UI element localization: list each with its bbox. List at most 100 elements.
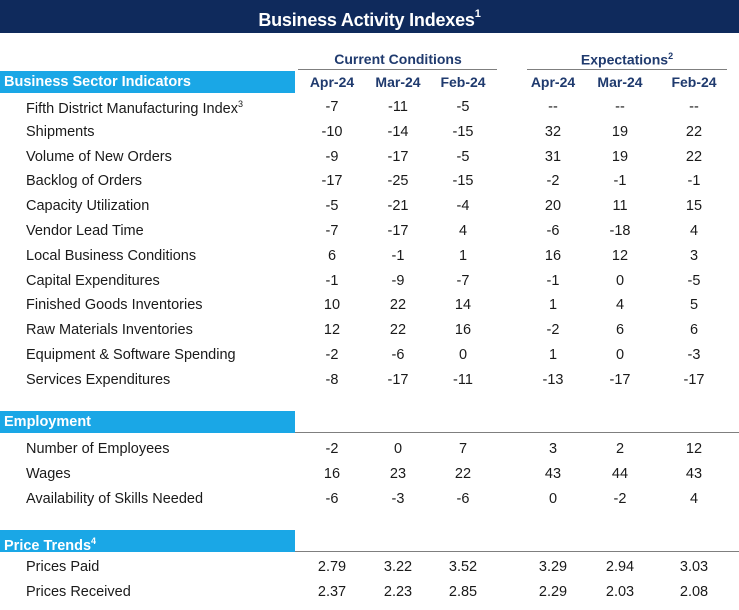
table-cell: 16 xyxy=(544,248,562,264)
table-cell: 10 xyxy=(323,297,341,313)
row-label: Local Business Conditions xyxy=(26,248,197,264)
table-row: Local Business Conditions 6 -1 1 16 12 3 xyxy=(0,248,739,268)
table-cell: 2.23 xyxy=(383,584,413,600)
table-cell: -2 xyxy=(613,491,627,507)
table-cell: 3.52 xyxy=(448,559,478,575)
table-cell: -5 xyxy=(687,273,701,289)
table-cell: 22 xyxy=(454,466,472,482)
table-cell: 3.22 xyxy=(383,559,413,575)
table-cell: 23 xyxy=(389,466,407,482)
table-cell: -15 xyxy=(452,173,474,189)
table-cell: 16 xyxy=(323,466,341,482)
table-cell: -9 xyxy=(391,273,405,289)
table-cell: -3 xyxy=(391,491,405,507)
table-cell: -15 xyxy=(452,124,474,140)
table-cell: 4 xyxy=(615,297,625,313)
table-cell: 0 xyxy=(458,347,468,363)
table-cell: 19 xyxy=(611,149,629,165)
table-cell: 32 xyxy=(544,124,562,140)
table-cell: -1 xyxy=(613,173,627,189)
table-cell: -2 xyxy=(325,347,339,363)
table-row: Services Expenditures -8 -17 -11 -13 -17 -17 xyxy=(0,372,739,392)
table-cell: 22 xyxy=(685,149,703,165)
row-label: Raw Materials Inventories xyxy=(26,322,193,338)
table-cell: -- xyxy=(615,99,625,115)
table-cell: 44 xyxy=(611,466,629,482)
table-cell: 6 xyxy=(615,322,625,338)
table-cell: -6 xyxy=(325,491,339,507)
section-rule xyxy=(295,432,739,433)
column-header: Mar-24 xyxy=(597,74,643,90)
table-cell: 1 xyxy=(548,297,558,313)
table-cell: 3.03 xyxy=(679,559,709,575)
table-cell: -5 xyxy=(456,99,470,115)
table-cell: -18 xyxy=(609,223,631,239)
table-cell: 2.37 xyxy=(317,584,347,600)
table-cell: -11 xyxy=(453,372,473,388)
table-cell: 12 xyxy=(611,248,629,264)
table-cell: -4 xyxy=(456,198,470,214)
table-cell: -2 xyxy=(546,322,560,338)
table-cell: 2.79 xyxy=(317,559,347,575)
table-cell: -6 xyxy=(546,223,560,239)
table-cell: -6 xyxy=(391,347,405,363)
table-cell: 2.08 xyxy=(679,584,709,600)
table-cell: -25 xyxy=(387,173,409,189)
table-cell: 7 xyxy=(458,441,468,457)
table-row: Raw Materials Inventories 12 22 16 -2 6 6 xyxy=(0,322,739,342)
table-cell: -6 xyxy=(456,491,470,507)
table-cell: 11 xyxy=(612,198,628,214)
row-label: Equipment & Software Spending xyxy=(26,347,236,363)
table-cell: -3 xyxy=(687,347,701,363)
table-cell: 3 xyxy=(689,248,699,264)
table-cell: -1 xyxy=(391,248,405,264)
table-cell: 0 xyxy=(615,273,625,289)
row-label: Volume of New Orders xyxy=(26,149,172,165)
title-footnote: 1 xyxy=(474,8,481,20)
row-label: Capacity Utilization xyxy=(26,198,150,214)
table-row: Availability of Skills Needed -6 -3 -6 0 -2 4 xyxy=(0,491,739,511)
table-row: Fifth District Manufacturing Index3 -7 -11… xyxy=(0,99,739,119)
table-cell: 4 xyxy=(689,223,699,239)
row-label: Number of Employees xyxy=(26,441,170,457)
row-label: Fifth District Manufacturing Index3 xyxy=(26,99,243,117)
table-cell: -17 xyxy=(387,149,409,165)
table-cell: -1 xyxy=(546,273,560,289)
table-cell: 43 xyxy=(685,466,703,482)
expectations-footnote: 2 xyxy=(668,51,674,61)
table-cell: -7 xyxy=(456,273,470,289)
table-cell: -5 xyxy=(456,149,470,165)
row-footnote: 3 xyxy=(237,99,243,109)
table-row: Volume of New Orders -9 -17 -5 31 19 22 xyxy=(0,149,739,169)
table-cell: -21 xyxy=(387,198,409,214)
section-header: Price Trends4 xyxy=(0,530,295,554)
table-cell: -1 xyxy=(325,273,339,289)
table-row: Prices Paid 2.79 3.22 3.52 3.29 2.94 3.03 xyxy=(0,559,739,579)
table-cell: 5 xyxy=(689,297,699,313)
table-cell: 2.29 xyxy=(538,584,568,600)
table-cell: -17 xyxy=(387,372,409,388)
table-row: Capital Expenditures -1 -9 -7 -1 0 -5 xyxy=(0,273,739,293)
row-label: Availability of Skills Needed xyxy=(26,491,204,507)
table-cell: 15 xyxy=(685,198,703,214)
table-cell: 22 xyxy=(389,322,407,338)
table-row: Wages 16 23 22 43 44 43 xyxy=(0,466,739,486)
table-cell: 1 xyxy=(548,347,558,363)
table-cell: 0 xyxy=(393,441,403,457)
table-cell: -13 xyxy=(542,372,564,388)
table-cell: -17 xyxy=(387,223,409,239)
current-conditions-rule xyxy=(298,69,497,70)
table-cell: 20 xyxy=(544,198,562,214)
table-cell: 6 xyxy=(689,322,699,338)
table-cell: -17 xyxy=(683,372,705,388)
table-cell: 2 xyxy=(615,441,625,457)
table-cell: -1 xyxy=(687,173,701,189)
column-header: Feb-24 xyxy=(440,74,486,90)
expectations-heading: Expectations2 xyxy=(580,51,674,68)
table-cell: 0 xyxy=(615,347,625,363)
table-cell: 31 xyxy=(544,149,562,165)
table-cell: -10 xyxy=(321,124,343,140)
table-cell: 12 xyxy=(323,322,341,338)
table-cell: -9 xyxy=(325,149,339,165)
row-label: Prices Paid xyxy=(26,559,100,575)
